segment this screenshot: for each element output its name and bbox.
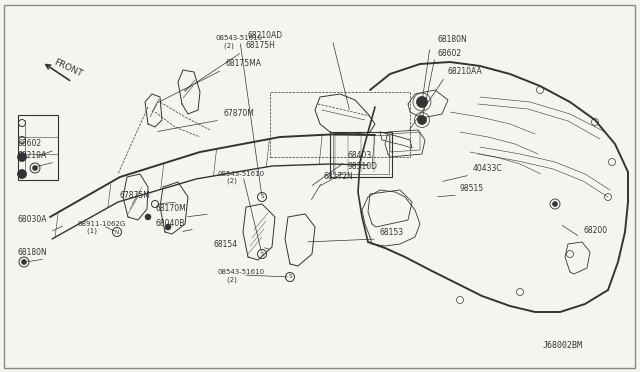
Circle shape <box>17 153 26 161</box>
Text: 68210AA: 68210AA <box>448 67 483 76</box>
Text: J68002BM: J68002BM <box>543 341 583 350</box>
Text: 68210A: 68210A <box>18 151 47 160</box>
Text: 68172N: 68172N <box>324 172 354 181</box>
Text: 68153: 68153 <box>380 228 404 237</box>
Circle shape <box>552 202 557 206</box>
Circle shape <box>417 96 428 108</box>
Circle shape <box>145 214 151 220</box>
Circle shape <box>165 224 171 230</box>
Text: 67870M: 67870M <box>224 109 255 118</box>
Text: 68200: 68200 <box>584 226 608 235</box>
Text: 68175H: 68175H <box>245 41 275 50</box>
Circle shape <box>417 115 426 125</box>
Text: FRONT: FRONT <box>52 58 83 79</box>
Text: 68602: 68602 <box>18 139 42 148</box>
Text: 98515: 98515 <box>460 184 484 193</box>
Text: 08543-51610
    (2): 08543-51610 (2) <box>218 170 265 184</box>
Text: S: S <box>288 275 292 279</box>
Bar <box>18 115 58 180</box>
Text: 08543-51610
    (2): 08543-51610 (2) <box>215 35 262 49</box>
Text: 67875M: 67875M <box>120 191 151 200</box>
Text: 68040B: 68040B <box>155 219 184 228</box>
Bar <box>330 132 392 177</box>
Text: 08911-1062G
    (1): 08911-1062G (1) <box>78 221 126 234</box>
Text: 68180N: 68180N <box>438 35 468 44</box>
Text: 68175MA: 68175MA <box>225 59 261 68</box>
Text: N: N <box>115 230 119 234</box>
Circle shape <box>33 166 38 170</box>
Bar <box>270 92 410 157</box>
Text: 68602: 68602 <box>438 49 462 58</box>
Text: 40433C: 40433C <box>473 164 502 173</box>
Bar <box>333 135 389 174</box>
Text: 98510D: 98510D <box>348 162 378 171</box>
Text: 68030A: 68030A <box>18 215 47 224</box>
Text: 68170M: 68170M <box>155 204 186 213</box>
Text: 08543-51610
    (2): 08543-51610 (2) <box>218 269 265 283</box>
Text: S: S <box>260 195 264 199</box>
Circle shape <box>17 170 26 179</box>
Text: 68154: 68154 <box>214 240 238 249</box>
Text: 68180N: 68180N <box>18 248 48 257</box>
Circle shape <box>22 260 26 264</box>
Text: 68403: 68403 <box>348 151 372 160</box>
Text: S: S <box>260 251 264 257</box>
Text: 68210AD: 68210AD <box>248 31 283 40</box>
